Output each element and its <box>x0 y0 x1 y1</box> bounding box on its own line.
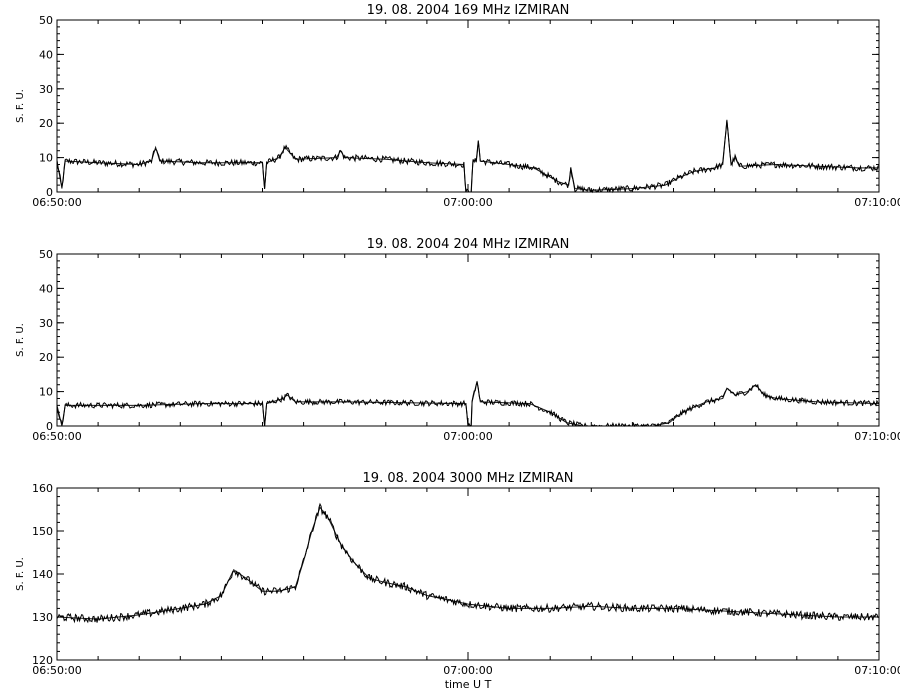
y-tick-label: 30 <box>39 317 53 330</box>
chart-title: 19. 08. 2004 169 MHz IZMIRAN <box>367 3 570 18</box>
y-tick-label: 20 <box>39 117 53 130</box>
chart-panel-1: 19. 08. 2004 169 MHz IZMIRAN S. F. U. 0 10 2… <box>15 3 900 209</box>
chart-panel-2: 19. 08. 2004 204 MHz IZMIRAN S. F. U. 0 10 2… <box>15 237 900 443</box>
x-tick-label: 07:10:00 <box>854 430 900 443</box>
y-tick-label: 10 <box>39 152 53 165</box>
series-line <box>56 120 880 194</box>
chart-panel-3: 19. 08. 2004 3000 MHz IZMIRAN S. F. U. 120… <box>15 471 900 691</box>
plot-frame <box>56 487 880 661</box>
x-tick-label: 07:00:00 <box>443 430 492 443</box>
plot-frame <box>56 253 880 427</box>
y-tick-label: 150 <box>32 525 53 538</box>
x-tick-label: 06:50:00 <box>32 430 81 443</box>
y-axis-label: S. F. U. <box>15 89 26 123</box>
y-tick-label: 0 <box>46 186 53 199</box>
y-tick-label: 50 <box>39 248 53 261</box>
y-tick-label: 40 <box>39 48 53 61</box>
y-tick-label: 120 <box>32 654 53 667</box>
y-tick-label: 130 <box>32 611 53 624</box>
x-tick-label: 07:00:00 <box>443 664 492 677</box>
x-axis-label: time U T <box>445 678 492 691</box>
y-axis-label: S. F. U. <box>15 557 26 591</box>
y-tick-label: 0 <box>46 420 53 433</box>
chart-title: 19. 08. 2004 204 MHz IZMIRAN <box>367 237 570 252</box>
series-anchor-line <box>56 381 880 427</box>
x-tick-label: 07:10:00 <box>854 196 900 209</box>
series-anchor-line <box>56 119 879 193</box>
x-tick-label: 06:50:00 <box>32 664 81 677</box>
x-tick-label: 07:00:00 <box>443 196 492 209</box>
y-tick-label: 30 <box>39 83 53 96</box>
y-tick-label: 20 <box>39 351 53 364</box>
y-axis-label: S. F. U. <box>15 323 26 357</box>
plot-frame <box>56 19 880 193</box>
series-anchor-line <box>56 506 879 620</box>
y-tick-label: 140 <box>32 568 53 581</box>
x-tick-label: 06:50:00 <box>32 196 81 209</box>
y-tick-label: 10 <box>39 386 53 399</box>
y-tick-label: 50 <box>39 14 53 27</box>
series-line <box>56 502 880 624</box>
y-tick-label: 40 <box>39 282 53 295</box>
chart-title: 19. 08. 2004 3000 MHz IZMIRAN <box>363 471 574 486</box>
x-tick-label: 07:10:00 <box>854 664 900 677</box>
y-tick-label: 160 <box>32 482 53 495</box>
